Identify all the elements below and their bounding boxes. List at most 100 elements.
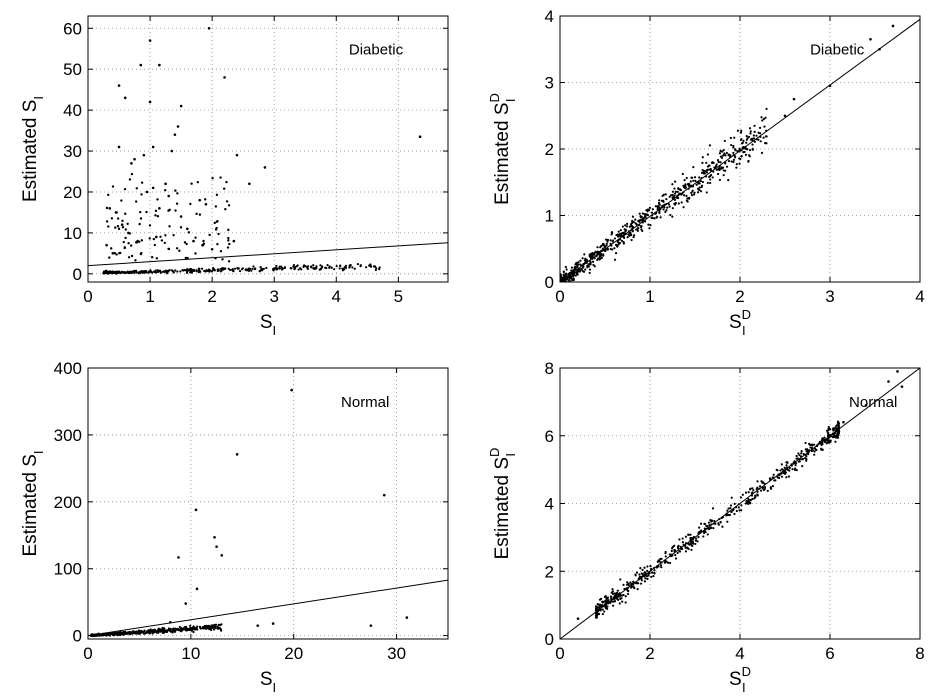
data-point xyxy=(737,503,740,506)
data-point xyxy=(745,134,748,138)
y-tick-label: 60 xyxy=(63,19,82,38)
data-point xyxy=(753,497,756,500)
data-point xyxy=(617,239,620,242)
data-point xyxy=(626,592,630,596)
data-point xyxy=(671,190,675,193)
data-point xyxy=(627,230,630,233)
data-point xyxy=(805,459,808,462)
data-point xyxy=(696,187,700,190)
data-point xyxy=(869,37,872,41)
data-point xyxy=(792,461,795,464)
data-point xyxy=(692,193,696,196)
data-point xyxy=(184,602,188,605)
data-point xyxy=(641,229,644,232)
data-point xyxy=(828,439,831,442)
data-point xyxy=(598,257,602,260)
data-point xyxy=(684,183,687,186)
data-point xyxy=(145,210,148,214)
y-tick-label: 2 xyxy=(545,562,554,581)
y-axis-label-main: Estimated S xyxy=(492,102,513,204)
data-point xyxy=(182,269,185,272)
data-point xyxy=(170,149,174,153)
data-point xyxy=(689,533,692,536)
data-point xyxy=(576,617,580,620)
data-point xyxy=(622,242,625,245)
data-point xyxy=(745,141,748,144)
data-point xyxy=(820,443,823,447)
data-point xyxy=(745,502,748,505)
data-point xyxy=(596,610,600,613)
data-point xyxy=(139,270,142,274)
data-point xyxy=(250,269,253,272)
data-point xyxy=(710,519,714,523)
data-point xyxy=(689,180,692,183)
data-point xyxy=(698,526,701,529)
data-point xyxy=(154,629,158,633)
data-point xyxy=(707,528,711,531)
data-point xyxy=(634,218,637,221)
data-point xyxy=(878,47,881,51)
data-point xyxy=(278,267,281,270)
data-point xyxy=(748,154,751,157)
data-point xyxy=(120,223,124,227)
data-point xyxy=(833,434,836,437)
data-point xyxy=(680,547,683,551)
data-point xyxy=(186,227,189,231)
data-point xyxy=(579,259,582,262)
data-point xyxy=(706,533,709,536)
data-point xyxy=(103,633,107,637)
data-point xyxy=(108,256,111,259)
data-point xyxy=(129,244,133,247)
data-point xyxy=(668,195,671,198)
data-point xyxy=(196,628,199,631)
data-point xyxy=(706,181,709,185)
data-point xyxy=(143,629,146,632)
data-point xyxy=(702,531,706,535)
data-point xyxy=(827,427,830,430)
data-point xyxy=(570,271,573,275)
data-point xyxy=(739,496,743,499)
data-point xyxy=(132,270,135,273)
data-point xyxy=(695,183,698,186)
data-point xyxy=(625,225,629,228)
data-point xyxy=(319,264,322,267)
data-point xyxy=(224,207,227,211)
data-point xyxy=(605,244,608,247)
data-point xyxy=(765,135,768,138)
data-point xyxy=(646,577,649,580)
data-point xyxy=(891,24,895,28)
data-point xyxy=(658,206,661,209)
data-point xyxy=(158,207,161,210)
data-point xyxy=(319,267,323,270)
data-point xyxy=(660,557,663,560)
data-point xyxy=(622,234,625,237)
data-point xyxy=(758,485,762,488)
data-point xyxy=(584,268,587,271)
data-point xyxy=(826,438,829,441)
data-point xyxy=(328,265,331,268)
data-point xyxy=(338,267,341,270)
data-point xyxy=(642,217,645,220)
data-point xyxy=(665,202,668,206)
data-point xyxy=(733,502,736,505)
data-point xyxy=(657,201,661,205)
data-point xyxy=(333,268,336,271)
data-point xyxy=(672,196,675,199)
data-point xyxy=(650,216,653,219)
data-point xyxy=(688,543,691,546)
data-point xyxy=(148,237,151,240)
data-point xyxy=(750,138,754,141)
data-point xyxy=(617,241,621,244)
data-point xyxy=(702,529,706,533)
data-point xyxy=(730,510,733,513)
data-point xyxy=(123,246,127,249)
data-point xyxy=(214,228,218,231)
data-point xyxy=(216,625,219,628)
data-point xyxy=(151,186,155,190)
data-point xyxy=(719,520,722,524)
data-point xyxy=(797,452,800,455)
data-point xyxy=(326,263,329,267)
data-point xyxy=(95,634,99,637)
data-point xyxy=(145,190,149,194)
data-point xyxy=(712,522,715,525)
